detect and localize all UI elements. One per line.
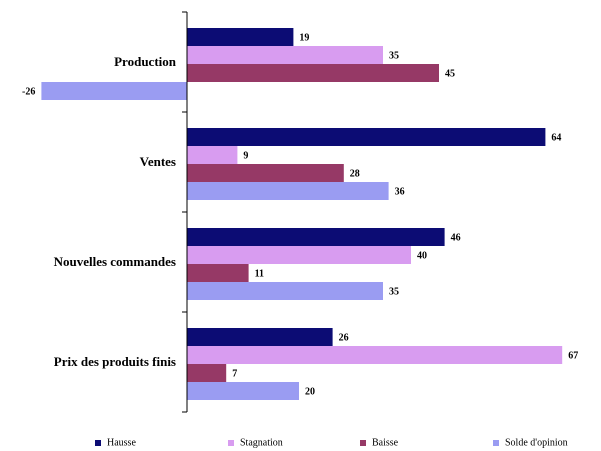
value-labels-layer: 19 35 45 -26 64 9 28 36 46 40 11 35 26 67 7 20 xyxy=(22,32,578,397)
legend: Hausse Stagnation Baisse Solde d'opinion xyxy=(95,437,568,448)
category-label-production: Production xyxy=(114,54,177,69)
bar-baisse-ventes xyxy=(187,164,344,182)
category-label-nouvelles-commandes: Nouvelles commandes xyxy=(54,254,176,269)
value-label-solde-d-opinion-prix-des-produits-finis: 20 xyxy=(305,386,315,397)
bar-solde-d-opinion-production xyxy=(41,82,188,100)
bar-hausse-nouvelles-commandes xyxy=(187,228,445,246)
value-label-stagnation-production: 35 xyxy=(389,50,399,61)
value-label-baisse-production: 45 xyxy=(445,68,455,79)
bar-hausse-prix-des-produits-finis xyxy=(187,328,333,346)
legend-swatch-solde-d-opinion xyxy=(493,440,499,446)
value-label-solde-d-opinion-ventes: 36 xyxy=(395,186,405,197)
legend-swatch-baisse xyxy=(360,440,366,446)
legend-swatch-hausse xyxy=(95,440,101,446)
bars-layer xyxy=(41,28,563,400)
bar-solde-d-opinion-ventes xyxy=(187,182,389,200)
category-labels-layer: Production Ventes Nouvelles commandes Prix … xyxy=(54,54,177,369)
value-label-baisse-ventes: 28 xyxy=(350,168,360,179)
legend-label-solde-d-opinion: Solde d'opinion xyxy=(505,437,568,448)
value-label-stagnation-prix-des-produits-finis: 67 xyxy=(568,350,578,361)
legend-swatch-stagnation xyxy=(228,440,234,446)
legend-label-stagnation: Stagnation xyxy=(240,437,283,448)
bar-stagnation-production xyxy=(187,46,383,64)
bar-hausse-production xyxy=(187,28,294,46)
bar-baisse-nouvelles-commandes xyxy=(187,264,249,282)
y-axis xyxy=(182,11,188,413)
category-label-ventes: Ventes xyxy=(140,154,176,169)
value-label-hausse-nouvelles-commandes: 46 xyxy=(451,232,461,243)
legend-label-hausse: Hausse xyxy=(107,437,136,448)
category-label-prix-des-produits-finis: Prix des produits finis xyxy=(54,354,176,369)
bar-hausse-ventes xyxy=(187,128,546,146)
bar-stagnation-ventes xyxy=(187,146,238,164)
value-label-hausse-ventes: 64 xyxy=(551,132,561,143)
legend-label-baisse: Baisse xyxy=(372,437,399,448)
value-label-hausse-production: 19 xyxy=(299,32,309,43)
value-label-stagnation-nouvelles-commandes: 40 xyxy=(417,250,427,261)
bar-stagnation-nouvelles-commandes xyxy=(187,246,411,264)
value-label-stagnation-ventes: 9 xyxy=(243,150,248,161)
value-label-solde-d-opinion-production: -26 xyxy=(22,86,35,97)
value-label-baisse-prix-des-produits-finis: 7 xyxy=(232,368,237,379)
bar-baisse-prix-des-produits-finis xyxy=(187,364,227,382)
value-label-baisse-nouvelles-commandes: 11 xyxy=(255,268,264,279)
value-label-solde-d-opinion-nouvelles-commandes: 35 xyxy=(389,286,399,297)
bar-baisse-production xyxy=(187,64,439,82)
value-label-hausse-prix-des-produits-finis: 26 xyxy=(339,332,349,343)
bar-solde-d-opinion-prix-des-produits-finis xyxy=(187,382,299,400)
bar-solde-d-opinion-nouvelles-commandes xyxy=(187,282,383,300)
bar-stagnation-prix-des-produits-finis xyxy=(187,346,563,364)
